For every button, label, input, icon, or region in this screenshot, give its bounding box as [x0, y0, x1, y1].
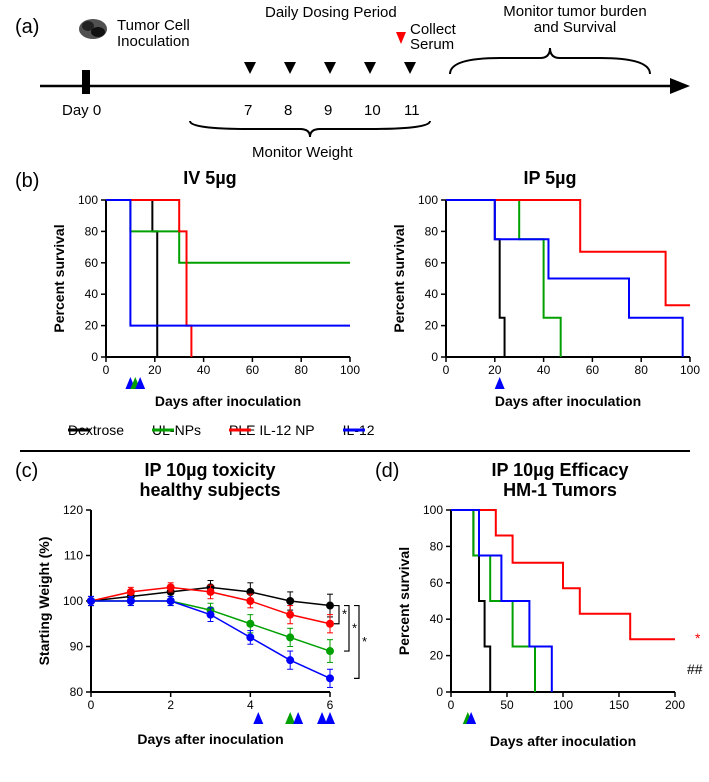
svg-text:120: 120 — [63, 503, 83, 517]
svg-text:20: 20 — [425, 319, 439, 333]
svg-text:100: 100 — [680, 363, 700, 377]
day-label: 7 — [244, 102, 252, 119]
svg-text:0: 0 — [443, 363, 450, 377]
svg-text:60: 60 — [85, 256, 99, 270]
svg-text:40: 40 — [425, 287, 439, 301]
svg-text:50: 50 — [500, 698, 514, 712]
svg-text:40: 40 — [430, 612, 444, 626]
day-label: 9 — [324, 102, 332, 119]
legend-item: Dextrose — [68, 422, 124, 438]
svg-text:2: 2 — [167, 698, 174, 712]
svg-text:*: * — [352, 620, 357, 635]
svg-text:100: 100 — [553, 698, 573, 712]
panel-b-label: (b) — [15, 170, 39, 193]
svg-text:100: 100 — [340, 363, 360, 377]
chart-c-title: IP 10µg toxicity healthy subjects — [85, 460, 335, 500]
monitor-weight-brace — [180, 119, 440, 145]
legend-item: UL-NPs — [152, 422, 201, 438]
svg-text:150: 150 — [609, 698, 629, 712]
svg-text:20: 20 — [488, 363, 502, 377]
svg-text:0: 0 — [448, 698, 455, 712]
chart-b-left-title: IV 5µg — [120, 168, 300, 189]
svg-text:80: 80 — [425, 224, 439, 238]
svg-text:60: 60 — [586, 363, 600, 377]
day0-label: Day 0 — [62, 102, 101, 119]
svg-text:80: 80 — [430, 539, 444, 553]
svg-text:*: * — [362, 634, 367, 649]
svg-text:0: 0 — [103, 363, 110, 377]
legend-item: IL-12 — [343, 422, 375, 438]
svg-text:40: 40 — [197, 363, 211, 377]
svg-text:80: 80 — [70, 685, 84, 699]
day-label: 11 — [404, 102, 420, 119]
legend: Dextrose UL-NPs PLE IL-12 NP IL-12 — [68, 420, 678, 440]
panel-d-label: (d) — [375, 460, 399, 483]
monitor-weight-label: Monitor Weight — [252, 144, 353, 161]
svg-text:0: 0 — [431, 350, 438, 364]
chart-c: 80 90 100 110 120 0 2 4 6 Starting Weight (%) Days… — [35, 502, 375, 752]
svg-text:20: 20 — [148, 363, 162, 377]
chart-d: 0 20 40 60 80 100 0 50 100 150 200 Percent survival… — [395, 502, 705, 752]
day-label: 10 — [364, 102, 381, 119]
svg-text:Days after inoculation: Days after inoculation — [490, 733, 636, 749]
svg-text:Percent survival: Percent survival — [396, 547, 412, 655]
panel-a-label: (a) — [15, 16, 39, 39]
svg-text:Percent survival: Percent survival — [51, 224, 67, 332]
svg-text:80: 80 — [295, 363, 309, 377]
svg-text:40: 40 — [537, 363, 551, 377]
svg-text:4: 4 — [247, 698, 254, 712]
timeline-burden-label: Monitor tumor burden and Survival — [480, 4, 670, 36]
chart-d-title: IP 10µg Efficacy HM-1 Tumors — [440, 460, 680, 500]
svg-text:100: 100 — [78, 193, 98, 207]
svg-text:6: 6 — [327, 698, 334, 712]
svg-text:80: 80 — [85, 224, 99, 238]
divider-bc — [20, 450, 690, 452]
serum-arrow-icon — [395, 30, 407, 46]
svg-text:Days after inoculation: Days after inoculation — [155, 393, 301, 409]
svg-text:0: 0 — [88, 698, 95, 712]
svg-text:60: 60 — [425, 256, 439, 270]
svg-text:0: 0 — [436, 685, 443, 699]
timeline-inoculation-label: Tumor Cell Inoculation — [117, 18, 190, 50]
legend-item: PLE IL-12 NP — [229, 422, 315, 438]
day0-tick — [82, 70, 90, 94]
tumor-icon — [78, 18, 108, 40]
svg-text:100: 100 — [418, 193, 438, 207]
svg-text:##: ## — [687, 661, 703, 677]
svg-text:60: 60 — [430, 576, 444, 590]
svg-text:90: 90 — [70, 640, 84, 654]
svg-text:*: * — [695, 630, 701, 646]
panel-c-label: (c) — [15, 460, 38, 483]
svg-text:Percent survival: Percent survival — [391, 224, 407, 332]
svg-text:Days after inoculation: Days after inoculation — [495, 393, 641, 409]
chart-b-right-title: IP 5µg — [470, 168, 630, 189]
svg-text:110: 110 — [64, 549, 83, 563]
svg-text:20: 20 — [430, 649, 444, 663]
svg-text:Days after inoculation: Days after inoculation — [137, 731, 283, 747]
svg-text:80: 80 — [635, 363, 649, 377]
chart-b-left: 0 20 40 60 80 100 0 20 40 60 80 100 Percent survival… — [50, 192, 360, 412]
monitor-burden-brace — [440, 44, 660, 80]
svg-text:60: 60 — [246, 363, 260, 377]
svg-text:0: 0 — [91, 350, 98, 364]
svg-text:Starting Weight (%): Starting Weight (%) — [36, 537, 52, 666]
chart-b-right: 0 20 40 60 80 100 0 20 40 60 80 100 Percent survival… — [390, 192, 700, 412]
svg-text:20: 20 — [85, 319, 99, 333]
svg-text:200: 200 — [665, 698, 685, 712]
svg-text:*: * — [342, 607, 347, 622]
svg-text:40: 40 — [85, 287, 99, 301]
svg-text:100: 100 — [423, 503, 443, 517]
timeline-dosing-label: Daily Dosing Period — [265, 4, 397, 21]
svg-text:100: 100 — [63, 594, 83, 608]
day-label: 8 — [284, 102, 292, 119]
